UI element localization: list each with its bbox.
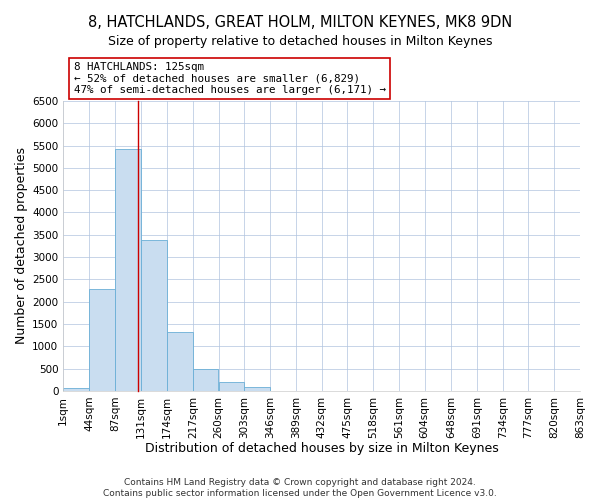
Bar (64, 388, 89, 391)
Text: Size of property relative to detached houses in Milton Keynes: Size of property relative to detached ho… (108, 35, 492, 48)
X-axis label: Distribution of detached houses by size in Milton Keynes: Distribution of detached houses by size … (145, 442, 499, 455)
Text: 8 HATCHLANDS: 125sqm
← 52% of detached houses are smaller (6,829)
47% of semi-de: 8 HATCHLANDS: 125sqm ← 52% of detached h… (74, 62, 386, 95)
Text: 8, HATCHLANDS, GREAT HOLM, MILTON KEYNES, MK8 9DN: 8, HATCHLANDS, GREAT HOLM, MILTON KEYNES… (88, 15, 512, 30)
Bar (193, 370, 218, 391)
Y-axis label: Number of detached properties: Number of detached properties (15, 148, 28, 344)
Bar (244, 386, 270, 391)
Bar (115, 148, 141, 391)
Bar (89, 289, 115, 391)
Text: Contains HM Land Registry data © Crown copyright and database right 2024.
Contai: Contains HM Land Registry data © Crown c… (103, 478, 497, 498)
Bar (141, 240, 167, 391)
Bar (218, 382, 244, 391)
Bar (167, 332, 193, 391)
